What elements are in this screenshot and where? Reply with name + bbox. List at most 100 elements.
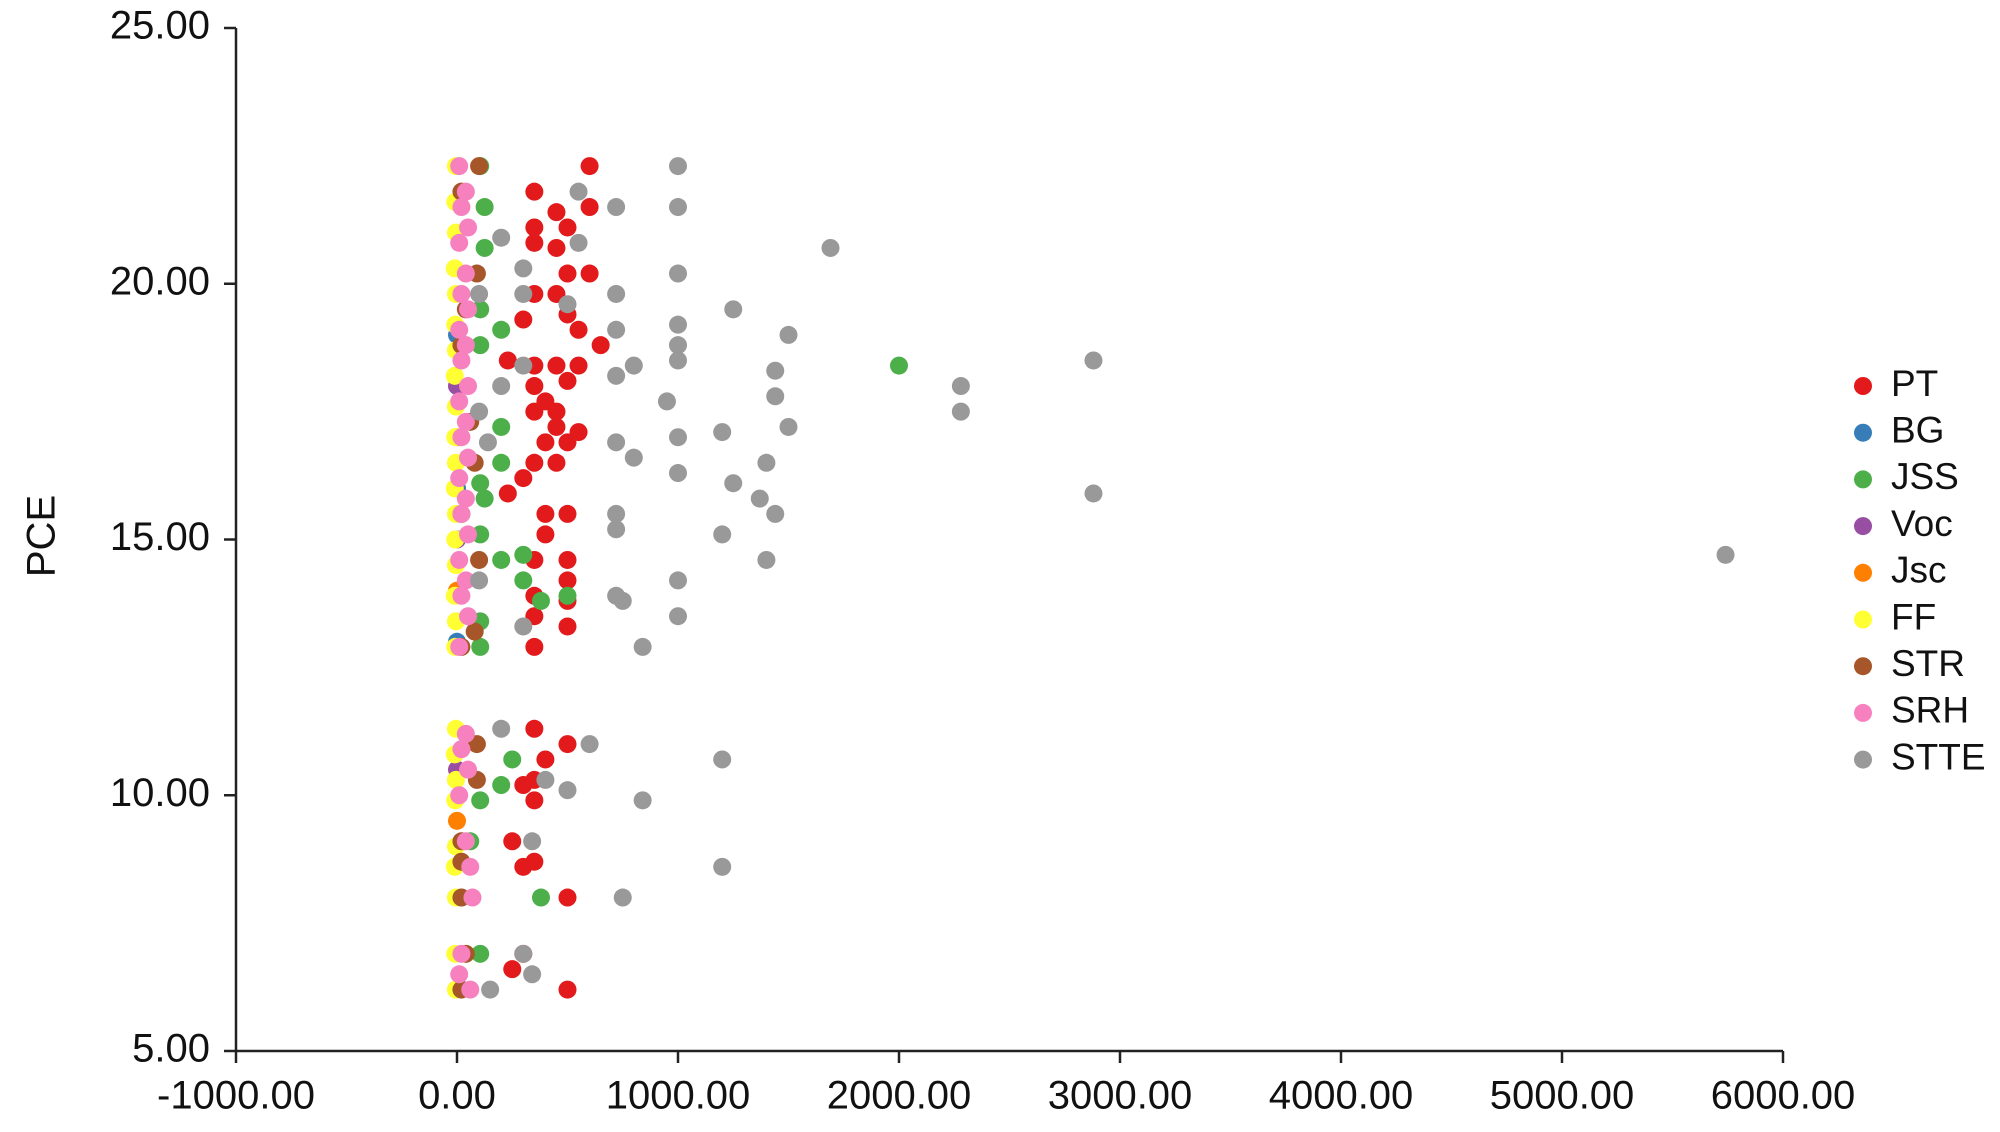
- legend-marker: [1854, 563, 1872, 582]
- scatter-point: [471, 474, 490, 493]
- scatter-point: [514, 310, 533, 329]
- scatter-point: [456, 264, 475, 283]
- scatter-point: [461, 857, 480, 876]
- scatter-point: [669, 157, 687, 176]
- scatter-point: [492, 320, 511, 339]
- legend-marker: [1854, 377, 1872, 395]
- legend-marker: [1854, 423, 1872, 442]
- scatter-point: [669, 428, 687, 447]
- scatter-point: [514, 469, 533, 488]
- scatter-point: [471, 336, 490, 355]
- scatter-point: [452, 198, 471, 217]
- scatter-point: [525, 637, 544, 656]
- x-tick-label: 0.00: [418, 1074, 496, 1118]
- scatter-point: [669, 571, 687, 590]
- scatter-point: [558, 888, 577, 907]
- scatter-point: [669, 198, 687, 217]
- scatter-point: [724, 474, 743, 493]
- scatter-point: [779, 325, 798, 344]
- scatter-point: [452, 504, 471, 523]
- scatter-point: [951, 377, 970, 396]
- scatter-point: [525, 791, 544, 810]
- scatter-point: [514, 284, 533, 303]
- scatter-point: [475, 198, 494, 217]
- scatter-point: [547, 203, 566, 222]
- scatter-point: [766, 387, 785, 406]
- scatter-point: [569, 233, 588, 252]
- scatter-point: [452, 740, 471, 759]
- scatter-point: [633, 791, 652, 810]
- scatter-point: [459, 448, 478, 467]
- scatter-point: [1084, 484, 1103, 503]
- scatter-point: [471, 637, 490, 656]
- scatter-point: [607, 284, 626, 303]
- scatter-point: [452, 284, 471, 303]
- scatter-point: [470, 157, 489, 176]
- scatter-point: [547, 402, 566, 421]
- scatter-point: [514, 944, 533, 963]
- scatter-point: [669, 336, 687, 355]
- scatter-point: [456, 832, 475, 851]
- scatter-point: [498, 484, 517, 503]
- scatter-point: [569, 356, 588, 375]
- scatter-point: [446, 770, 465, 789]
- scatter-point: [492, 719, 511, 738]
- scatter-point: [624, 448, 643, 467]
- scatter-point: [503, 750, 522, 769]
- scatter-point: [766, 504, 785, 523]
- scatter-point: [456, 182, 475, 201]
- scatter-point: [607, 320, 626, 339]
- scatter-point: [452, 944, 471, 963]
- scatter-point: [1084, 351, 1103, 370]
- scatter-point: [514, 545, 533, 564]
- scatter-point: [525, 402, 544, 421]
- x-tick-label: 2000.00: [827, 1074, 972, 1118]
- scatter-point: [525, 182, 544, 201]
- scatter-point: [591, 336, 610, 355]
- scatter-point: [456, 571, 475, 590]
- scatter-point: [624, 356, 643, 375]
- scatter-point: [450, 550, 469, 569]
- scatter-point: [558, 586, 577, 605]
- scatter-point: [713, 750, 732, 769]
- scatter-point: [580, 735, 599, 754]
- legend-label: JSS: [1891, 456, 1959, 497]
- legend-marker: [1854, 703, 1872, 722]
- scatter-point: [514, 259, 533, 278]
- x-tick-label: 4000.00: [1269, 1074, 1414, 1118]
- scatter-point: [1716, 545, 1735, 564]
- scatter-point: [492, 228, 511, 247]
- scatter-point: [607, 433, 626, 452]
- scatter-point: [471, 791, 490, 810]
- scatter-point: [558, 617, 577, 636]
- scatter-point: [470, 284, 489, 303]
- scatter-point: [669, 351, 687, 370]
- scatter-point: [558, 371, 577, 390]
- scatter-point: [536, 770, 555, 789]
- scatter-point: [461, 980, 480, 999]
- scatter-point: [580, 264, 599, 283]
- scatter-point: [475, 489, 494, 508]
- scatter-point: [951, 402, 970, 421]
- scatter-point: [531, 591, 550, 610]
- scatter-point: [456, 336, 475, 355]
- scatter-point: [456, 489, 475, 508]
- scatter-point: [492, 377, 511, 396]
- scatter-point: [492, 776, 511, 795]
- scatter-point: [536, 750, 555, 769]
- scatter-point: [525, 377, 544, 396]
- scatter-point: [503, 960, 522, 979]
- scatter-point: [459, 218, 478, 237]
- x-tick-label: 6000.00: [1711, 1074, 1856, 1118]
- scatter-point: [450, 233, 469, 252]
- scatter-point: [547, 453, 566, 472]
- scatter-point: [459, 377, 478, 396]
- scatter-point: [463, 888, 482, 907]
- y-tick-label: 10.00: [110, 771, 210, 815]
- legend-marker: [1854, 657, 1872, 676]
- scatter-point: [547, 238, 566, 257]
- legend-label: FF: [1891, 596, 1936, 637]
- scatter-point: [450, 469, 469, 488]
- scatter-point: [558, 980, 577, 999]
